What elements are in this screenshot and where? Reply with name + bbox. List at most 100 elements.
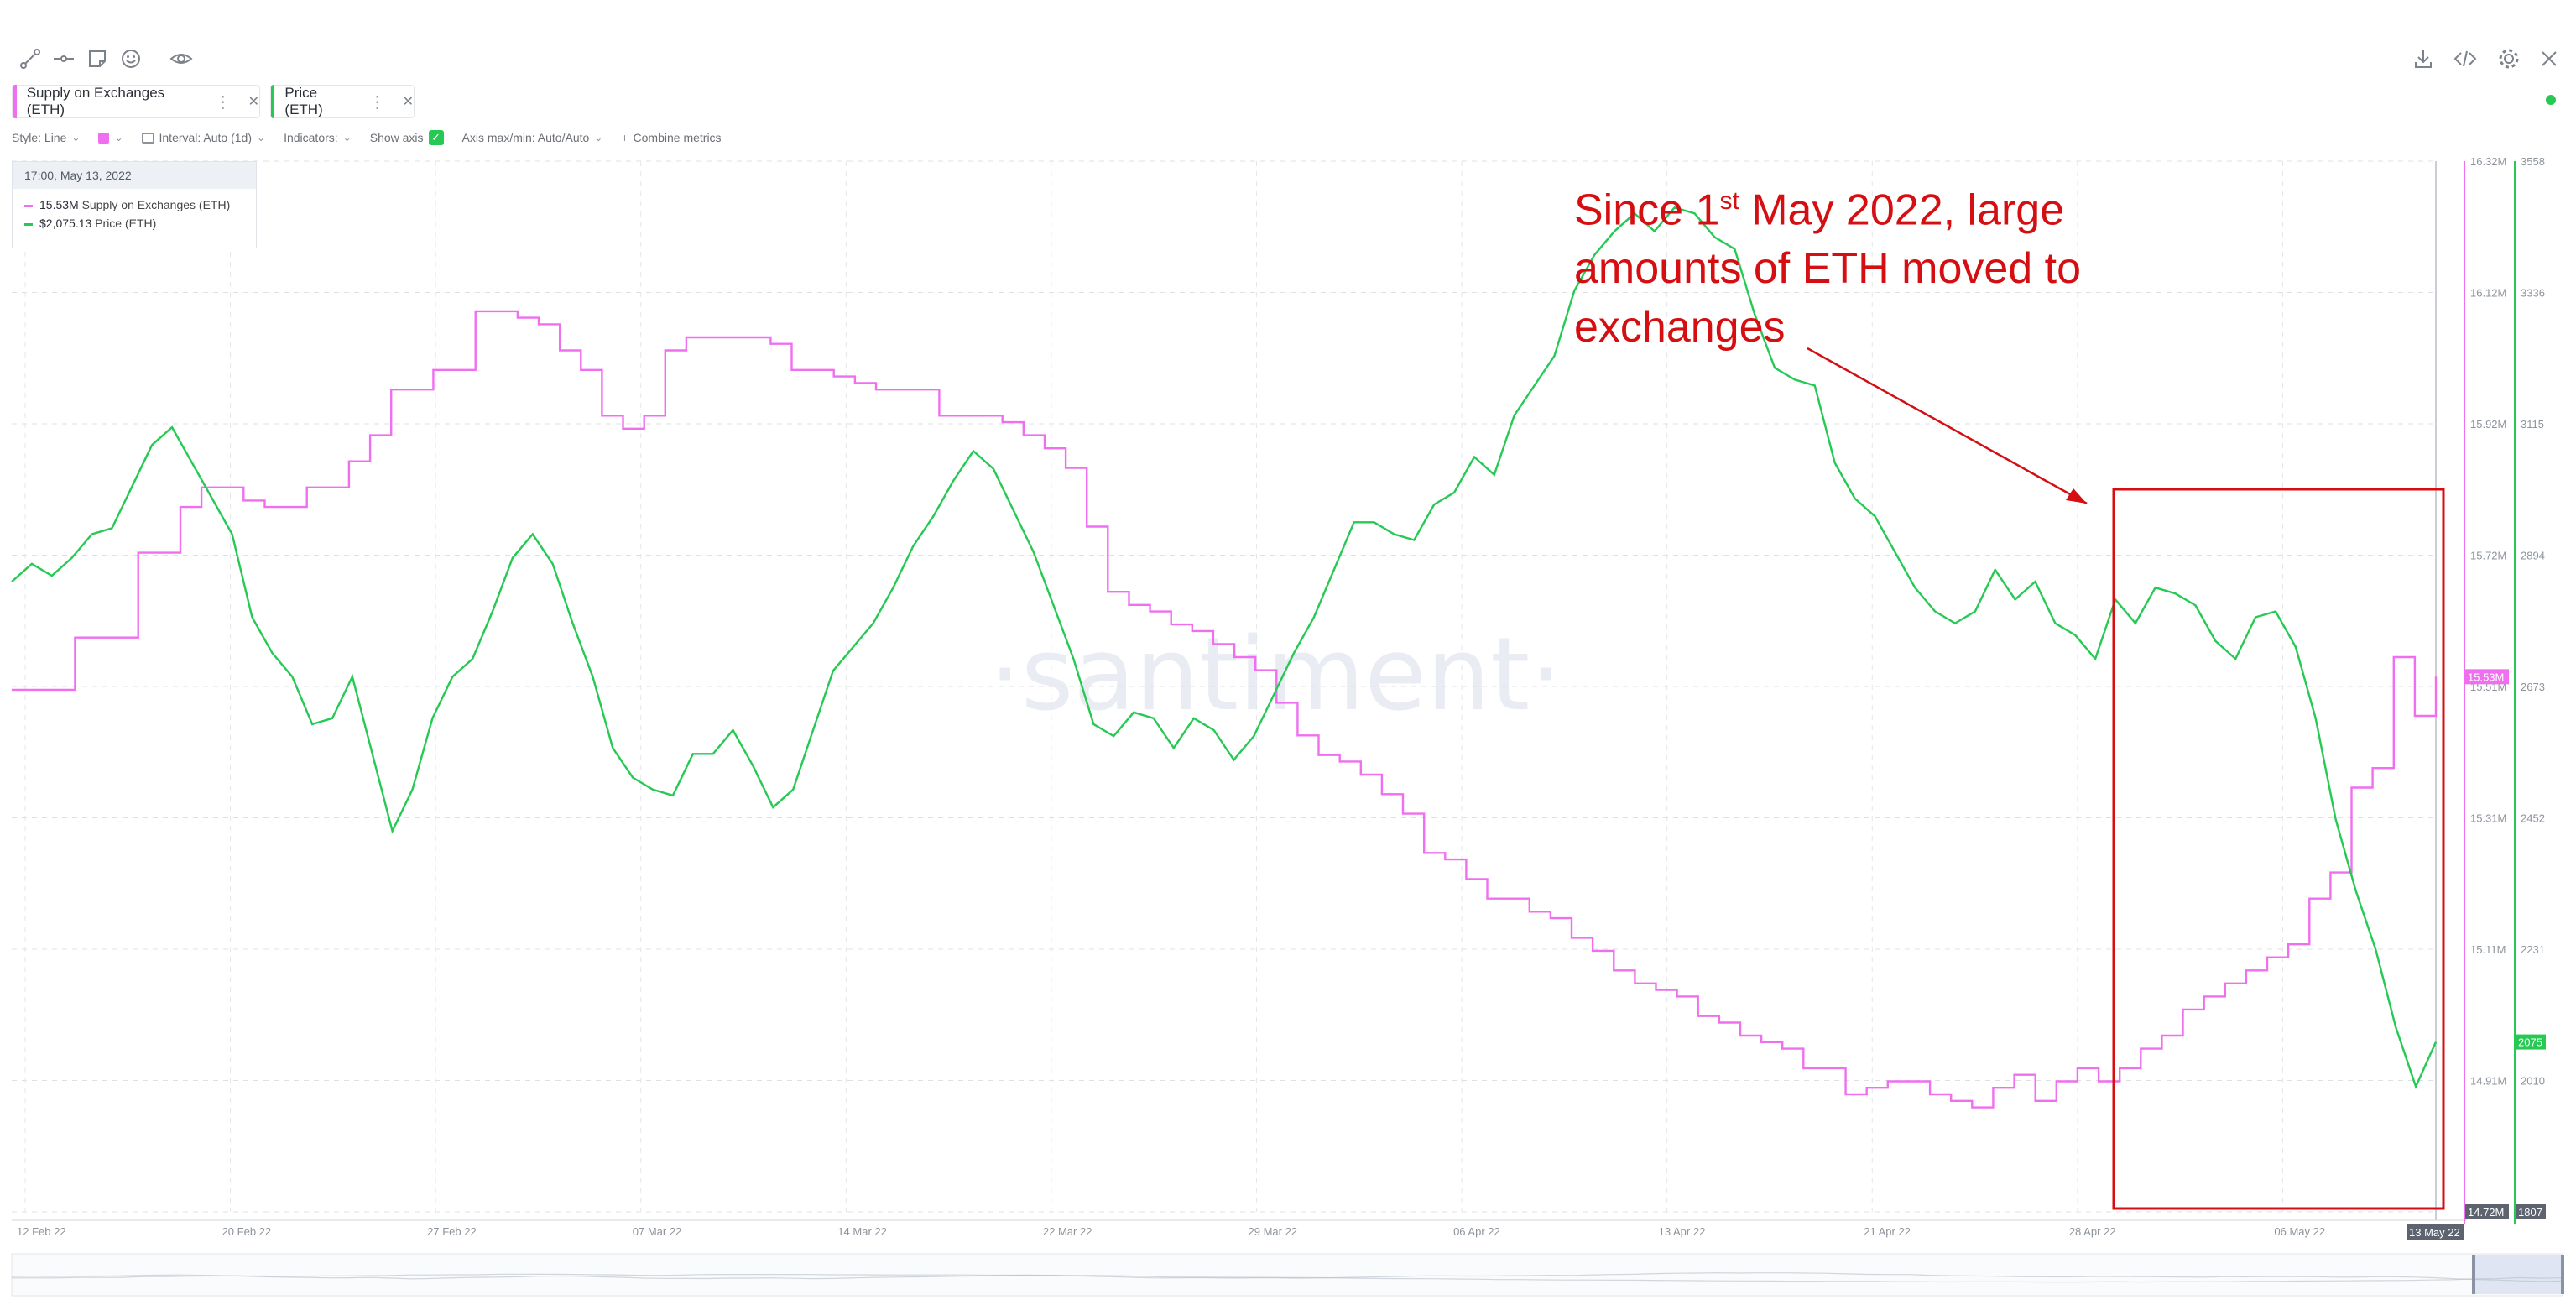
price-tick-label: 2010 [2521, 1075, 2545, 1088]
supply-axis: 16.32M16.12M15.92M15.72M15.51M15.31M15.1… [2464, 155, 2506, 1224]
chevron-down-icon[interactable]: ⌄ [257, 132, 266, 144]
tooltip-price-label: Price (ETH) [95, 217, 157, 230]
annotation-arrow [1807, 347, 2088, 505]
calendar-icon [141, 132, 154, 144]
x-tick-label: 14 Mar 22 [837, 1225, 887, 1238]
x-tick-label: 20 Feb 22 [222, 1225, 272, 1238]
grid-lines [12, 160, 2437, 1220]
tooltip-row-supply: 15.53M Supply on Exchanges (ETH) [13, 196, 256, 214]
remove-metric-icon[interactable]: ✕ [248, 95, 259, 109]
current-date-label-bg [2407, 1224, 2464, 1240]
chevron-down-icon[interactable]: ⌄ [71, 132, 81, 144]
x-tick-label: 28 Apr 22 [2069, 1225, 2116, 1238]
eye-icon[interactable] [168, 45, 195, 72]
arrowhead-icon [2066, 488, 2087, 504]
x-tick-label: 06 May 22 [2274, 1225, 2325, 1238]
horizontal-ray-icon[interactable] [50, 45, 77, 72]
price-series-line [11, 206, 2438, 1089]
supply-tick-label: 14.91M [2470, 1075, 2506, 1088]
emoji-icon[interactable] [117, 45, 144, 72]
x-tick-label: 21 Apr 22 [1864, 1225, 1911, 1238]
supply-tick-label: 15.11M [2470, 943, 2506, 956]
plus-icon: + [621, 131, 628, 144]
metric-tab-supply[interactable]: Supply on Exchanges (ETH) ⋮ ✕ [12, 85, 260, 118]
metric-color-swatch [271, 85, 275, 118]
supply-tick-label: 15.31M [2470, 812, 2506, 825]
tooltip-date: 17:00, May 13, 2022 [13, 162, 256, 189]
interval-select[interactable]: Interval: Auto (1d) [159, 131, 253, 144]
x-tick-label: 07 Mar 22 [633, 1225, 682, 1238]
price-current-label: 2075 [2518, 1036, 2542, 1049]
axis-minmax-select[interactable]: Axis max/min: Auto/Auto [461, 131, 590, 144]
x-tick-label: 06 Apr 22 [1453, 1225, 1500, 1238]
tooltip-supply-value: 15.53M [39, 198, 79, 211]
navigator-price-line [11, 1272, 2563, 1282]
navigator-minimap[interactable] [11, 1253, 2564, 1297]
supply-min-label-bg [2465, 1204, 2509, 1219]
indicators-select[interactable]: Indicators: [284, 131, 338, 144]
style-select[interactable]: Style: Line [12, 131, 67, 144]
supply-tick-label: 16.32M [2470, 155, 2506, 168]
x-tick-label: 29 Mar 22 [1249, 1225, 1298, 1238]
price-tick-label: 3115 [2521, 418, 2544, 431]
annotation-text: Since 1st May 2022, large amounts of ETH… [1574, 172, 2081, 357]
supply-tick-label: 16.12M [2470, 287, 2506, 300]
price-tick-label: 2673 [2521, 681, 2545, 693]
price-min-label-bg [2516, 1204, 2546, 1219]
series-swatch [24, 204, 33, 207]
supply-min-label: 14.72M [2468, 1206, 2504, 1219]
chevron-down-icon[interactable]: ⌄ [114, 132, 123, 144]
x-tick-label: 22 Mar 22 [1043, 1225, 1092, 1238]
navigator-handle-left [2472, 1255, 2475, 1294]
supply-tick-label: 15.92M [2470, 418, 2506, 431]
price-tick-label: 3558 [2521, 155, 2545, 168]
combine-metrics-button[interactable]: Combine metrics [633, 131, 722, 144]
series-swatch [24, 222, 33, 226]
annotation-line-2: amounts of ETH moved to [1574, 244, 2082, 294]
hover-tooltip: 17:00, May 13, 2022 15.53M Supply on Exc… [12, 161, 257, 248]
show-axis-label: Show axis [369, 131, 424, 144]
remove-metric-icon[interactable]: ✕ [402, 95, 414, 109]
x-tick-label: 13 Apr 22 [1659, 1225, 1706, 1238]
annotation-line-3: exchanges [1574, 303, 1786, 352]
metric-label: Supply on Exchanges (ETH) [26, 85, 165, 117]
current-date-label: 13 May 22 [2409, 1226, 2460, 1239]
price-min-label: 1807 [2518, 1206, 2542, 1219]
color-swatch[interactable] [98, 132, 110, 144]
x-tick-label: 27 Feb 22 [427, 1225, 477, 1238]
highlight-box [2112, 488, 2445, 1210]
note-icon[interactable] [84, 45, 111, 72]
price-axis: 355833363115289426732452223120101789 [2514, 155, 2545, 1224]
axis-value-labels: 15.53M 2075 14.72M 1807 13 May 22 [2407, 669, 2546, 1240]
price-current-label-bg [2516, 1034, 2546, 1050]
navigator-selection [2474, 1255, 2563, 1294]
supply-series-line [12, 310, 2438, 1109]
live-status-dot [2546, 95, 2556, 105]
price-tick-label: 2231 [2521, 943, 2545, 956]
embed-code-icon[interactable] [2452, 45, 2479, 72]
price-tick-label: 2894 [2521, 550, 2545, 562]
chevron-down-icon[interactable]: ⌄ [342, 132, 352, 144]
metric-tab-price[interactable]: Price (ETH) ⋮ ✕ [270, 85, 415, 118]
metric-color-swatch [13, 85, 17, 118]
tooltip-price-value: $2,075.13 [39, 217, 92, 230]
price-tick-label: 2452 [2521, 812, 2545, 825]
navigator-track [11, 1253, 2563, 1297]
trend-line-icon[interactable] [17, 45, 44, 72]
close-icon[interactable] [2536, 45, 2563, 72]
tooltip-supply-label: Supply on Exchanges (ETH) [81, 198, 231, 211]
settings-bar: Style: Line ⌄ ⌄ Interval: Auto (1d) ⌄ In… [12, 126, 727, 149]
x-tick-label: 12 Feb 22 [17, 1225, 66, 1238]
watermark: ·santiment· [989, 617, 1562, 733]
more-options-icon[interactable]: ⋮ [368, 92, 386, 112]
price-tick-label: 3336 [2521, 287, 2545, 300]
more-options-icon[interactable]: ⋮ [214, 92, 232, 112]
download-icon[interactable] [2410, 45, 2437, 72]
x-axis: 12 Feb 22 20 Feb 22 27 Feb 22 07 Mar 22 14 M… [12, 1219, 2467, 1238]
supply-tick-label: 15.72M [2470, 550, 2506, 562]
annotation-line-1: Since 1st May 2022, large [1574, 185, 2065, 235]
chevron-down-icon[interactable]: ⌄ [594, 132, 603, 144]
show-axis-checkbox[interactable]: ✓ [428, 130, 444, 145]
settings-gear-icon[interactable] [2495, 45, 2522, 72]
